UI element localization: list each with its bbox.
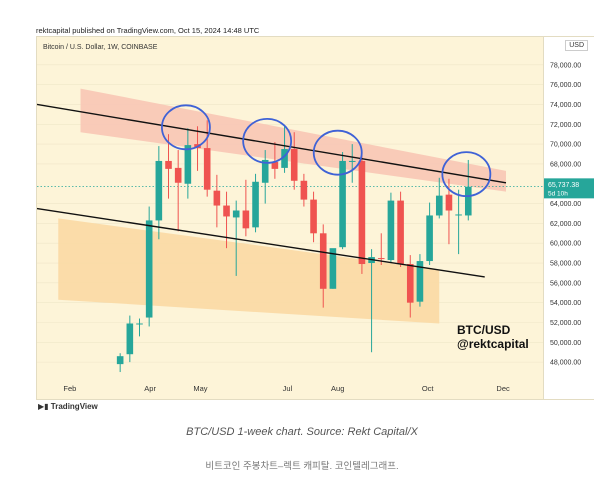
- y-tick-label: 70,000.00: [550, 142, 581, 149]
- price-axis[interactable]: 48,000.00 50,000.00 52,000.00 54,000.00 56,0…: [543, 37, 594, 399]
- y-tick-label: 72,000.00: [550, 122, 581, 129]
- candle-up: [464, 186, 472, 216]
- tradingview-brand: ▶▮ TradingView: [38, 402, 98, 411]
- publish-info: rektcapital published on TradingView.com…: [36, 26, 260, 35]
- resistance-zone: [80, 88, 506, 192]
- candlestick-chart: Feb Apr May Jul Aug Oct Dec: [36, 64, 543, 393]
- current-price-countdown: 5d 10h: [548, 190, 568, 197]
- candle-down: [445, 194, 453, 211]
- candle-up: [184, 145, 192, 184]
- highlight-circle: [441, 151, 492, 198]
- candle-down: [397, 200, 404, 265]
- plot-area[interactable]: Feb Apr May Jul Aug Oct Dec Bitcoin / U.S. Dol…: [36, 37, 543, 399]
- x-tick-label: Jul: [283, 384, 293, 393]
- candle-down: [271, 161, 279, 169]
- y-tick-label: 64,000.00: [550, 201, 581, 208]
- candle-down: [174, 167, 182, 183]
- candle-up: [252, 181, 259, 228]
- candle-up: [339, 160, 346, 248]
- candle-up: [329, 248, 337, 289]
- candle-up: [261, 159, 269, 183]
- candle-down: [406, 264, 414, 303]
- y-tick-label: 62,000.00: [550, 221, 581, 228]
- candle-down: [290, 149, 298, 181]
- candle-down: [223, 205, 230, 217]
- candle-up: [281, 149, 288, 168]
- y-tick-label: 56,000.00: [550, 280, 581, 287]
- tradingview-label: TradingView: [50, 402, 98, 411]
- x-tick-label: Apr: [144, 384, 156, 393]
- highlight-circle: [242, 117, 293, 164]
- currency-button[interactable]: USD: [565, 40, 588, 51]
- x-tick-label: Oct: [422, 384, 435, 393]
- y-tick-label: 52,000.00: [550, 320, 581, 327]
- watermark-line-1: BTC/USD: [457, 323, 511, 337]
- price-axis-svg: 48,000.00 50,000.00 52,000.00 54,000.00 56,0…: [544, 62, 594, 367]
- y-tick-label: 78,000.00: [550, 62, 581, 69]
- figure-caption: BTC/USD 1-week chart. Source: Rekt Capit…: [186, 426, 418, 438]
- candle-up: [387, 200, 395, 261]
- y-tick-label: 58,000.00: [550, 261, 581, 268]
- highlight-circle: [161, 104, 211, 151]
- candle-up: [155, 160, 163, 221]
- y-tick-label: 54,000.00: [550, 300, 581, 307]
- y-tick-label: 60,000.00: [550, 241, 581, 248]
- chart-watermark: BTC/USD @rektcapital: [457, 323, 529, 351]
- candle-up: [116, 356, 124, 365]
- candle-down: [319, 233, 327, 289]
- support-zone: [58, 218, 440, 324]
- candle-down: [377, 258, 385, 260]
- x-tick-label: May: [193, 384, 207, 393]
- y-tick-label: 76,000.00: [550, 82, 581, 89]
- candle-up: [348, 160, 356, 162]
- candle-up: [455, 214, 462, 216]
- candle-up: [416, 261, 424, 302]
- candle-up: [426, 215, 433, 262]
- x-tick-label: Aug: [331, 384, 344, 393]
- x-tick-label: Dec: [496, 384, 510, 393]
- candle-down: [358, 160, 366, 265]
- current-price-label: 65,737.38: [548, 182, 579, 189]
- watermark-line-2: @rektcapital: [457, 337, 529, 351]
- figure-caption-korean: 비트코인 주봉차트–렉트 캐피탈. 코인텔레그래프.: [205, 461, 399, 472]
- resistance-trendline: [36, 103, 507, 184]
- y-tick-label: 68,000.00: [550, 161, 581, 168]
- candle-up: [145, 220, 153, 318]
- candle-down: [310, 199, 317, 234]
- support-trendline: [36, 207, 485, 278]
- candle-up: [126, 323, 134, 355]
- candle-down: [203, 148, 211, 190]
- candle-down: [300, 180, 308, 200]
- chart-frame: Feb Apr May Jul Aug Oct Dec Bitcoin / U.S. Dol…: [36, 36, 594, 400]
- x-tick-label: Feb: [63, 384, 76, 393]
- y-tick-label: 50,000.00: [550, 340, 581, 347]
- y-tick-label: 74,000.00: [550, 102, 581, 109]
- candle-up: [232, 210, 240, 218]
- candle-down: [165, 160, 172, 169]
- candle-up: [136, 323, 143, 325]
- highlight-circle: [312, 129, 363, 176]
- y-tick-label: 48,000.00: [550, 360, 581, 367]
- current-price-tag: [544, 178, 594, 199]
- tradingview-logo-icon: ▶▮: [38, 402, 49, 411]
- symbol-label: Bitcoin / U.S. Dollar, 1W, COINBASE: [43, 44, 158, 51]
- candle-up: [435, 195, 443, 216]
- candle-down: [242, 210, 250, 229]
- candle-down: [213, 190, 221, 206]
